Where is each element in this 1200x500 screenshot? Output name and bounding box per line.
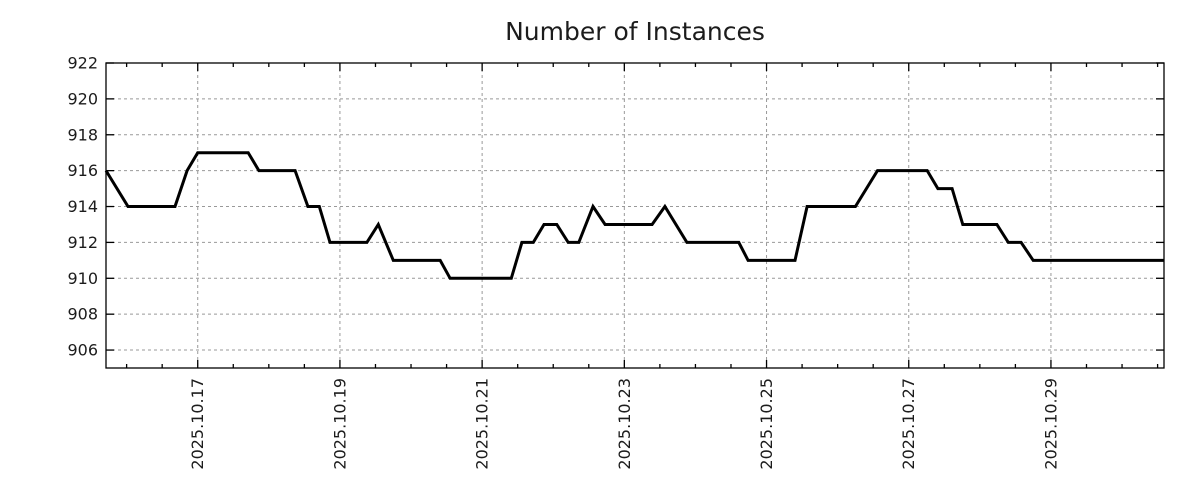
y-tick-label: 920 <box>67 89 98 108</box>
series-instances <box>104 151 1164 280</box>
y-tick-label: 910 <box>67 269 98 288</box>
tick-marks <box>106 62 1164 368</box>
y-tick-label: 906 <box>67 341 98 360</box>
x-tick-label: 2025.10.21 <box>473 378 492 470</box>
x-tick-label: 2025.10.23 <box>615 378 634 470</box>
tick-labels: 906 908 910 912 914 916 918 920 922 2025.10.17 202… <box>67 54 1060 470</box>
grid-layer <box>106 63 1164 368</box>
y-tick-label: 918 <box>67 125 98 144</box>
x-tick-label: 2025.10.17 <box>188 378 207 470</box>
x-tick-label: 2025.10.29 <box>1041 378 1060 470</box>
y-tick-label: 908 <box>67 305 98 324</box>
y-tick-label: 914 <box>67 197 98 216</box>
y-tick-label: 922 <box>67 54 98 73</box>
y-tick-label: 912 <box>67 233 98 252</box>
y-tick-label: 916 <box>67 161 98 180</box>
x-tick-label: 2025.10.19 <box>330 378 349 470</box>
chart-title: Number of Instances <box>505 17 765 46</box>
plot-border <box>105 62 1165 369</box>
x-tick-label: 2025.10.27 <box>899 378 918 470</box>
x-tick-label: 2025.10.25 <box>757 378 776 470</box>
